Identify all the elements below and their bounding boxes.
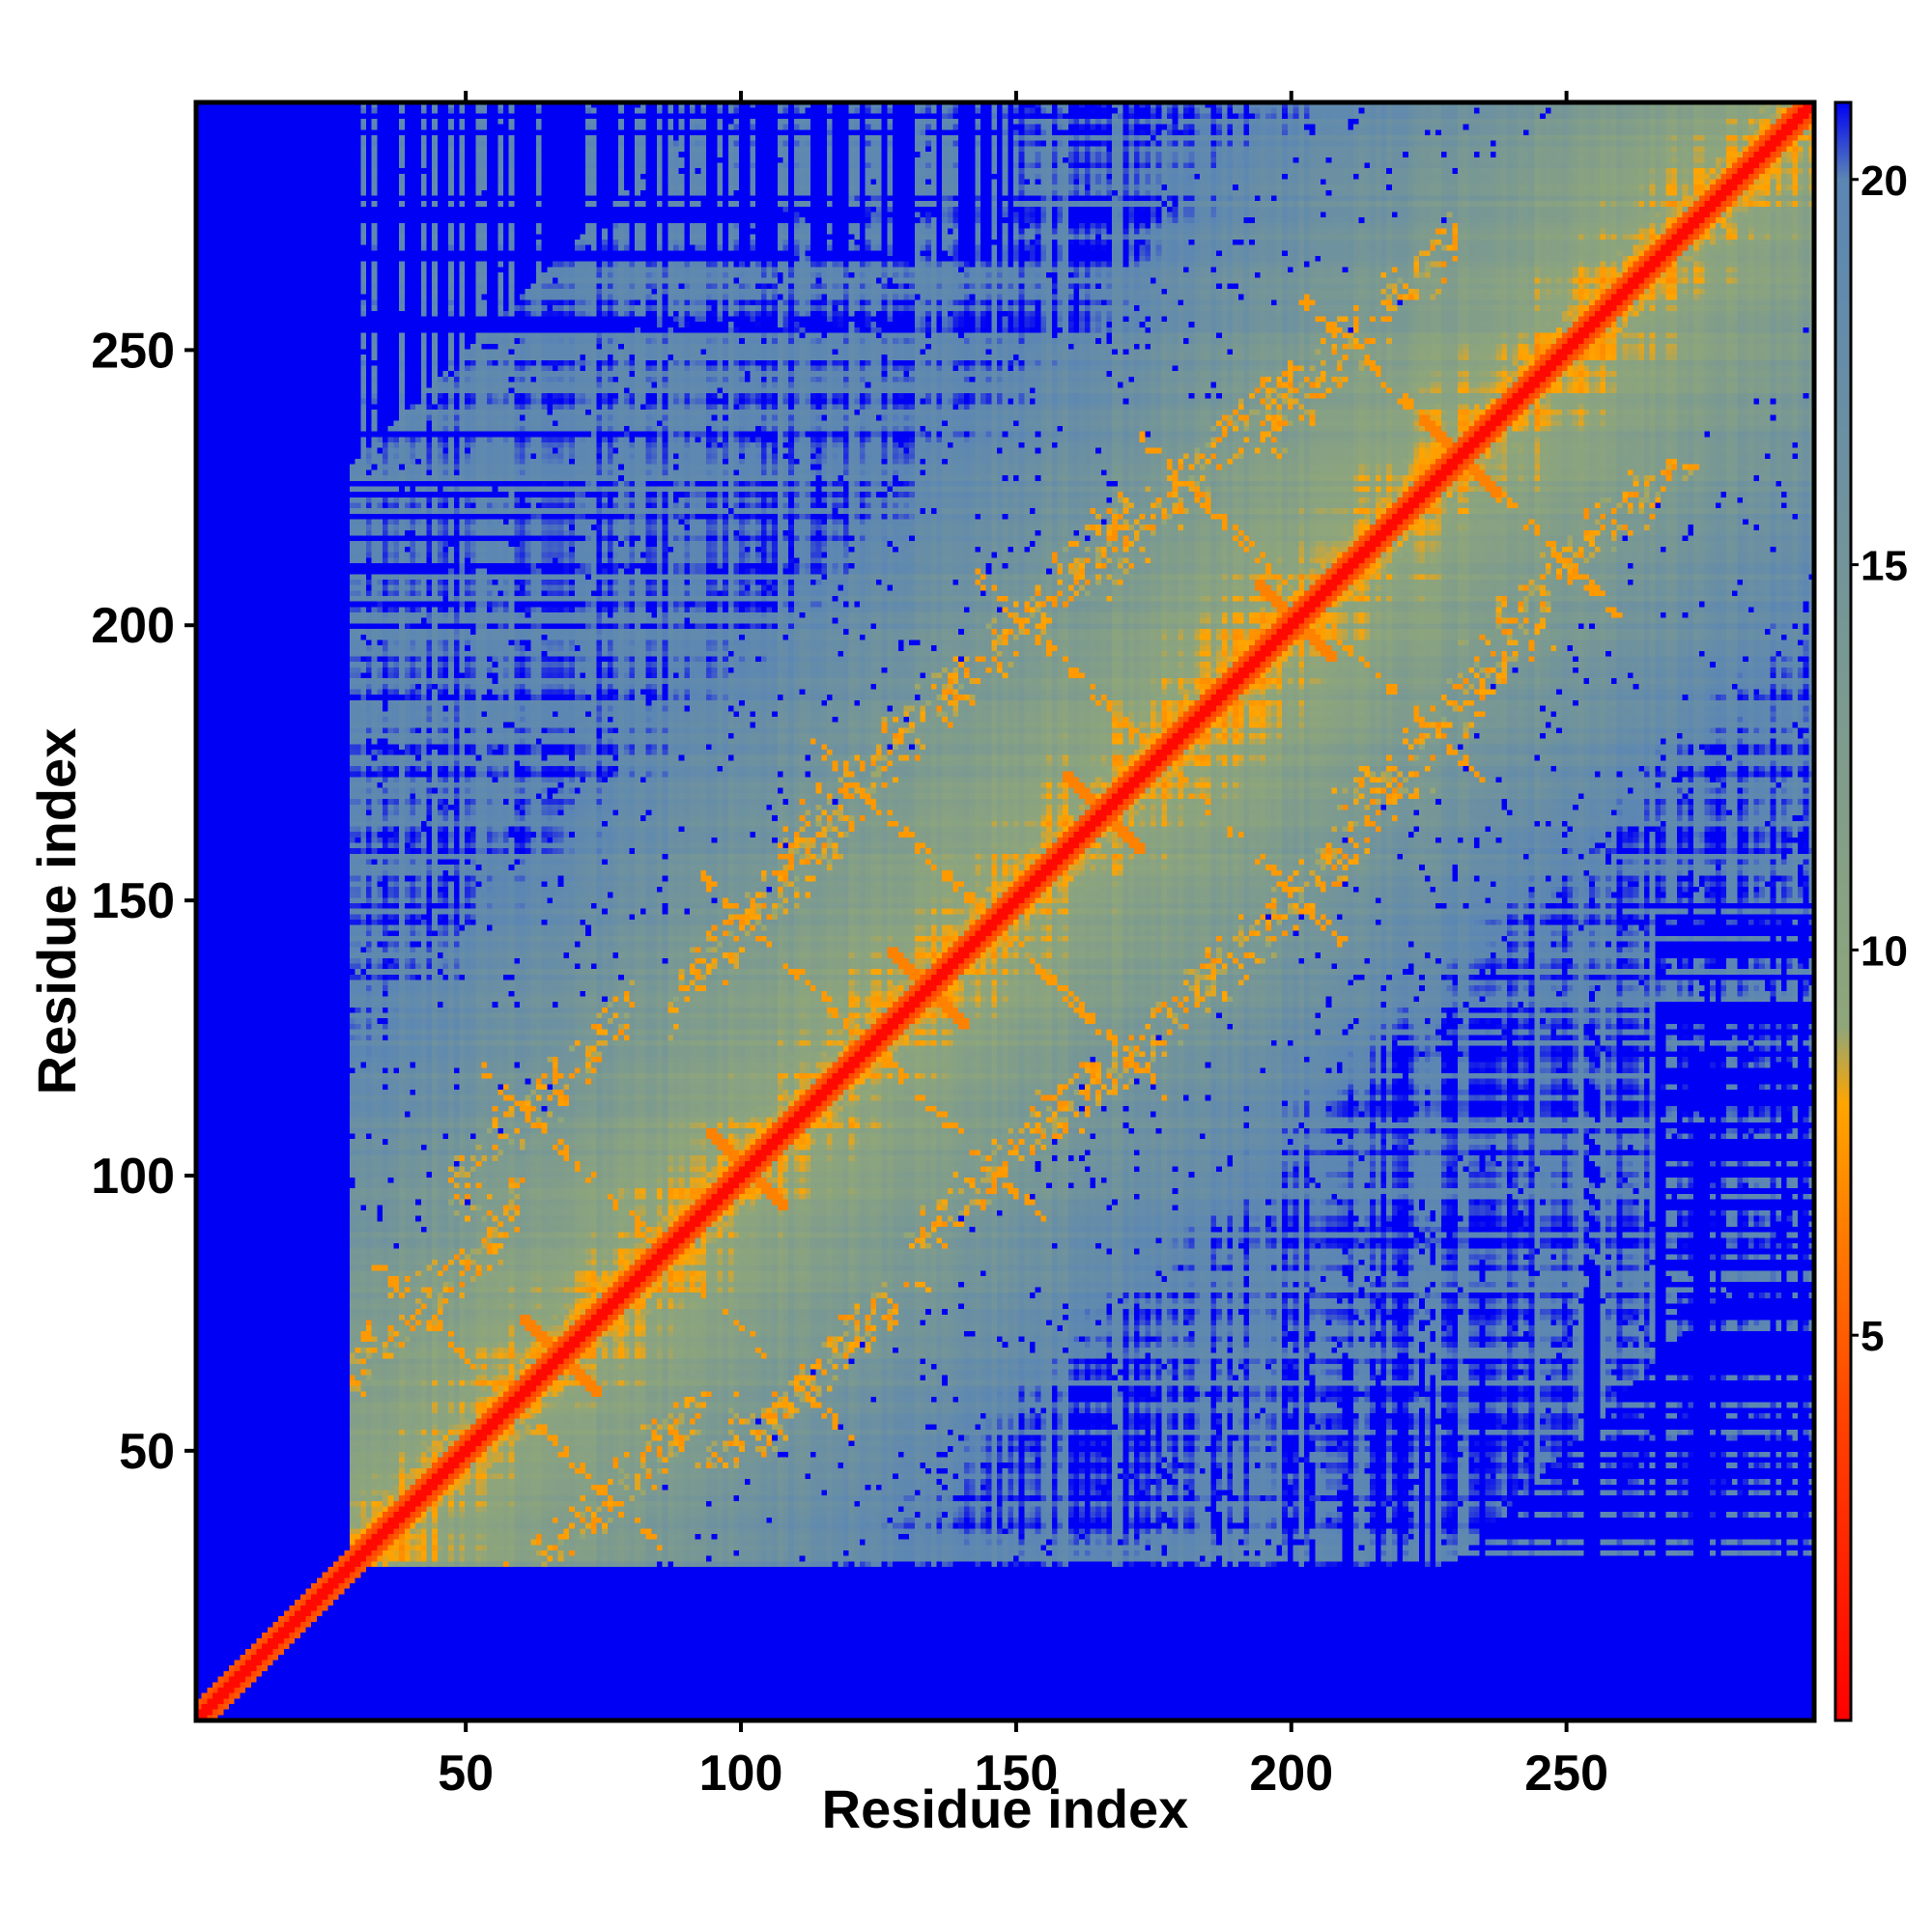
x-axis-title: Residue index	[822, 1778, 1189, 1839]
colorbar-gradient	[1833, 100, 1853, 1722]
x-axis-ticks: 50 100 150 200 250	[438, 91, 1608, 1802]
y-tick-label: 200	[91, 598, 175, 654]
colorbar: 5 10 15 20	[1833, 100, 1908, 1722]
y-tick-label: 100	[91, 1149, 175, 1205]
x-tick-label: 100	[699, 1746, 783, 1802]
x-tick-label: 250	[1524, 1746, 1608, 1802]
x-tick-label: 200	[1249, 1746, 1333, 1802]
heatmap	[196, 102, 1814, 1720]
y-tick-label: 50	[119, 1424, 175, 1480]
x-tick-label: 50	[438, 1746, 494, 1802]
colorbar-tick-label: 5	[1861, 1313, 1884, 1360]
colorbar-tick-label: 20	[1861, 157, 1908, 205]
y-tick-label: 150	[91, 873, 175, 929]
plot-frame	[193, 99, 1817, 1723]
heatmap-cells	[196, 102, 1814, 1720]
y-axis-ticks: 50 100 150 200 250	[91, 323, 196, 1480]
y-tick-label: 250	[91, 323, 175, 379]
colorbar-tick-label: 15	[1861, 543, 1908, 590]
y-axis-title: Residue index	[26, 728, 87, 1095]
colorbar-tick-label: 10	[1861, 927, 1908, 975]
x-tick-label: 150	[975, 1746, 1059, 1802]
